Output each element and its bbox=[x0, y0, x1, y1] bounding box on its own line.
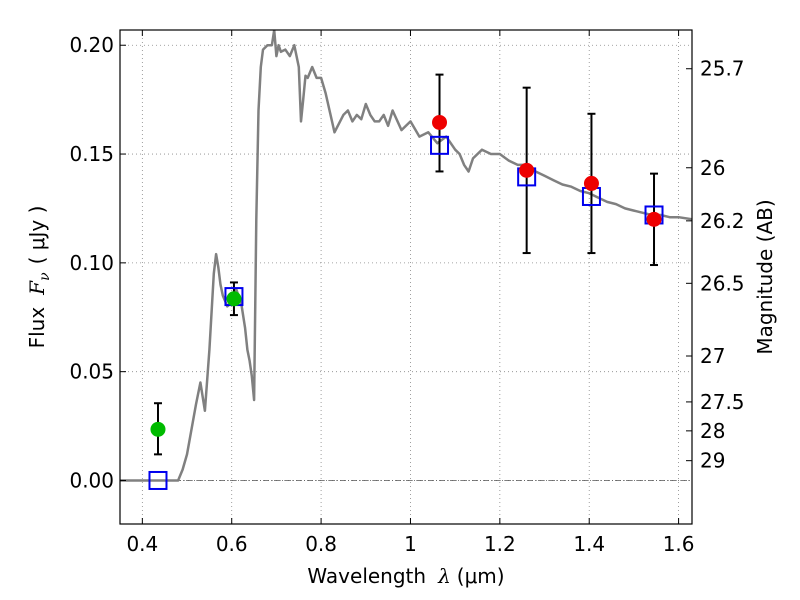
y-axis-title-text: Flux bbox=[25, 307, 49, 349]
marker-layer bbox=[148, 73, 664, 490]
y2-tick-label: 28 bbox=[700, 419, 725, 443]
y-tick-label: 0.05 bbox=[69, 360, 114, 384]
plot-frame bbox=[119, 29, 693, 525]
x-tick-label: 1 bbox=[404, 532, 417, 556]
x-tick-label: 0.4 bbox=[126, 532, 158, 556]
y2-tick-label: 26 bbox=[700, 156, 725, 180]
green-data-point bbox=[226, 291, 242, 307]
x-tick-label: 1.2 bbox=[484, 532, 516, 556]
red-data-point bbox=[646, 211, 662, 227]
y2-tick-label: 29 bbox=[700, 449, 725, 473]
y-tick-label: 0.20 bbox=[69, 33, 114, 57]
x-axis-unit: (μm) bbox=[457, 564, 505, 588]
x-axis-symbol: λ bbox=[437, 564, 451, 588]
model-photometry-square bbox=[148, 470, 168, 490]
y-tick-label: 0.00 bbox=[69, 468, 114, 492]
tick-labels: 0.4 0.6 0.8 1 1.2 1.4 1.6 0.00 0.05 0.10 0.15 0.20 2… bbox=[69, 33, 744, 556]
y2-tick-label: 27.5 bbox=[700, 390, 745, 414]
y2-tick-label: 25.7 bbox=[700, 57, 745, 81]
tick-marks bbox=[120, 30, 692, 524]
x-tick-label: 1.6 bbox=[663, 532, 695, 556]
red-data-point bbox=[519, 162, 535, 178]
x-tick-label: 0.8 bbox=[305, 532, 337, 556]
red-data-point bbox=[583, 175, 599, 191]
y-axis-symbol-sub: ν bbox=[37, 272, 53, 281]
y2-axis-title: Magnitude (AB) bbox=[753, 199, 777, 354]
y-axis-symbol: F bbox=[25, 280, 49, 296]
x-axis-title: Wavelength λ (μm) bbox=[307, 564, 504, 588]
grid-lines bbox=[120, 30, 692, 524]
model-photometry-square bbox=[430, 135, 450, 155]
green-data-point bbox=[150, 421, 166, 437]
y2-tick-label: 26.2 bbox=[700, 209, 745, 233]
y-axis-unit: ( μJy ) bbox=[25, 206, 49, 265]
x-axis-title-text: Wavelength bbox=[307, 564, 426, 588]
y2-tick-label: 26.5 bbox=[700, 271, 745, 295]
x-tick-label: 1.4 bbox=[573, 532, 605, 556]
y-tick-label: 0.15 bbox=[69, 142, 114, 166]
y-tick-label: 0.10 bbox=[69, 251, 114, 275]
y2-tick-label: 27 bbox=[700, 344, 725, 368]
y-axis-title: Flux Fν ( μJy ) bbox=[25, 206, 53, 349]
red-data-point bbox=[432, 114, 448, 130]
x-tick-label: 0.6 bbox=[216, 532, 248, 556]
